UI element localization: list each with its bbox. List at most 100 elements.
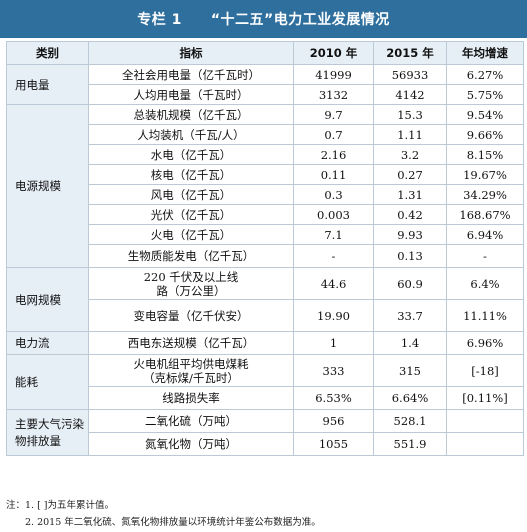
value-2015: 9.93 xyxy=(373,224,447,245)
growth-cell: 8.15% xyxy=(446,144,524,165)
value-2015: 1.4 xyxy=(373,331,447,355)
indicator-cell: 220 千伏及以上线路（万公里） xyxy=(88,267,294,300)
growth-cell: 11.11% xyxy=(446,299,524,332)
value-2010: 0.7 xyxy=(293,124,374,145)
power-industry-table: 类别 指标 2010 年 2015 年 年均增速 用电量 全社会用电量（亿千瓦时… xyxy=(6,41,524,456)
table-row: 电网规模 220 千伏及以上线路（万公里） 44.6 60.9 6.4% xyxy=(6,267,524,332)
value-2015: 60.9 xyxy=(373,267,447,300)
header-indicator: 指标 xyxy=(88,41,294,65)
growth-cell: - xyxy=(446,244,524,268)
growth-cell: 34.29% xyxy=(446,184,524,205)
table-row: 线路损失率 6.53% 6.64% [0.11%] xyxy=(7,386,524,410)
value-2015: 3.2 xyxy=(373,144,447,165)
value-2010: 956 xyxy=(293,409,374,433)
table-row: 能耗 火电机组平均供电煤耗（克标煤/千瓦时） 333 315 [-18] xyxy=(6,354,524,410)
value-2010: 2.16 xyxy=(293,144,374,165)
table-row: 用电量 全社会用电量（亿千瓦时） 41999 56933 6.27% xyxy=(6,64,524,105)
value-2010: 333 xyxy=(293,354,374,387)
growth-cell xyxy=(446,409,524,433)
growth-cell: 6.94% xyxy=(446,224,524,245)
table-row: 风电（亿千瓦） 0.3 1.31 34.29% xyxy=(7,184,524,205)
value-2015: 1.31 xyxy=(373,184,447,205)
indicator-cell: 生物质能发电（亿千瓦） xyxy=(88,244,294,268)
indicator-cell: 变电容量（亿千伏安） xyxy=(88,299,294,332)
value-2015: 0.13 xyxy=(373,244,447,268)
category-power: 电源规模 xyxy=(6,104,89,268)
table-title: 专栏 1 “十二五”电力工业发展情况 xyxy=(0,0,527,38)
growth-cell: 9.66% xyxy=(446,124,524,145)
value-2010: 1 xyxy=(293,331,374,355)
table-row: 人均装机（千瓦/人） 0.7 1.11 9.66% xyxy=(7,124,524,145)
indicator-cell: 火电（亿千瓦） xyxy=(88,224,294,245)
note-line: 注：1. [ ]为五年累计值。 xyxy=(6,500,115,511)
growth-cell: [0.11%] xyxy=(446,386,524,410)
value-2015: 528.1 xyxy=(373,409,447,433)
table-row: 核电（亿千瓦） 0.11 0.27 19.67% xyxy=(7,164,524,185)
growth-cell: 6.96% xyxy=(446,331,524,355)
indicator-cell: 总装机规模（亿千瓦） xyxy=(88,104,294,125)
indicator-cell: 全社会用电量（亿千瓦时） xyxy=(88,64,294,85)
category-flow: 电力流 xyxy=(6,331,89,355)
value-2015: 6.64% xyxy=(373,386,447,410)
growth-cell: 168.67% xyxy=(446,204,524,225)
value-2010: 7.1 xyxy=(293,224,374,245)
value-2010: 0.3 xyxy=(293,184,374,205)
growth-cell: 9.54% xyxy=(446,104,524,125)
indicator-cell: 风电（亿千瓦） xyxy=(88,184,294,205)
value-2010: 0.003 xyxy=(293,204,374,225)
value-2010: 44.6 xyxy=(293,267,374,300)
value-2010: 6.53% xyxy=(293,386,374,410)
category-energy: 能耗 xyxy=(6,354,89,410)
table-row: 主要大气污染物排放量 二氧化硫（万吨） 956 528.1 xyxy=(6,409,524,456)
growth-cell: 6.4% xyxy=(446,267,524,300)
category-grid: 电网规模 xyxy=(6,267,89,332)
value-2015: 0.42 xyxy=(373,204,447,225)
table-row: 电源规模 总装机规模（亿千瓦） 9.7 15.3 9.54% xyxy=(6,104,524,268)
indicator-cell: 火电机组平均供电煤耗（克标煤/千瓦时） xyxy=(88,354,294,387)
value-2015: 4142 xyxy=(373,84,447,105)
value-2015: 15.3 xyxy=(373,104,447,125)
table-row: 火电（亿千瓦） 7.1 9.93 6.94% xyxy=(7,224,524,245)
value-2010: 9.7 xyxy=(293,104,374,125)
table-row: 光伏（亿千瓦） 0.003 0.42 168.67% xyxy=(7,204,524,225)
indicator-cell: 核电（亿千瓦） xyxy=(88,164,294,185)
value-2010: 3132 xyxy=(293,84,374,105)
indicator-cell: 二氧化硫（万吨） xyxy=(88,409,294,433)
header-2010: 2010 年 xyxy=(293,41,374,65)
growth-cell: [-18] xyxy=(446,354,524,387)
growth-cell xyxy=(446,432,524,456)
value-2010: 0.11 xyxy=(293,164,374,185)
table-notes: 注：1. [ ]为五年累计值。 2. 2015 年二氧化硫、氮氧化物排放量以环境… xyxy=(6,497,521,531)
table-row: 水电（亿千瓦） 2.16 3.2 8.15% xyxy=(7,144,524,165)
table-row: 人均用电量（千瓦时） 3132 4142 5.75% xyxy=(7,84,524,105)
indicator-cell: 水电（亿千瓦） xyxy=(88,144,294,165)
indicator-cell: 氮氧化物（万吨） xyxy=(88,432,294,456)
indicator-cell: 光伏（亿千瓦） xyxy=(88,204,294,225)
growth-cell: 19.67% xyxy=(446,164,524,185)
growth-cell: 5.75% xyxy=(446,84,524,105)
header-growth: 年均增速 xyxy=(446,41,524,65)
header-2015: 2015 年 xyxy=(373,41,447,65)
indicator-cell: 线路损失率 xyxy=(88,386,294,410)
value-2015: 56933 xyxy=(373,64,447,85)
value-2010: - xyxy=(293,244,374,268)
value-2015: 315 xyxy=(373,354,447,387)
indicator-cell: 人均用电量（千瓦时） xyxy=(88,84,294,105)
indicator-cell: 西电东送规模（亿千瓦） xyxy=(88,331,294,355)
header-category: 类别 xyxy=(6,41,89,65)
value-2015: 551.9 xyxy=(373,432,447,456)
header-row: 类别 指标 2010 年 2015 年 年均增速 xyxy=(6,41,524,65)
value-2015: 0.27 xyxy=(373,164,447,185)
indicator-cell: 人均装机（千瓦/人） xyxy=(88,124,294,145)
category-usage: 用电量 xyxy=(6,64,89,105)
growth-cell: 6.27% xyxy=(446,64,524,85)
category-emission: 主要大气污染物排放量 xyxy=(6,409,89,456)
table-row: 氮氧化物（万吨） 1055 551.9 xyxy=(7,432,524,456)
value-2015: 1.11 xyxy=(373,124,447,145)
note-line: 2. 2015 年二氧化硫、氮氧化物排放量以环境统计年鉴公布数据为准。 xyxy=(6,517,321,528)
value-2010: 41999 xyxy=(293,64,374,85)
table-row: 电力流 西电东送规模（亿千瓦） 1 1.4 6.96% xyxy=(6,331,524,355)
value-2015: 33.7 xyxy=(373,299,447,332)
value-2010: 1055 xyxy=(293,432,374,456)
